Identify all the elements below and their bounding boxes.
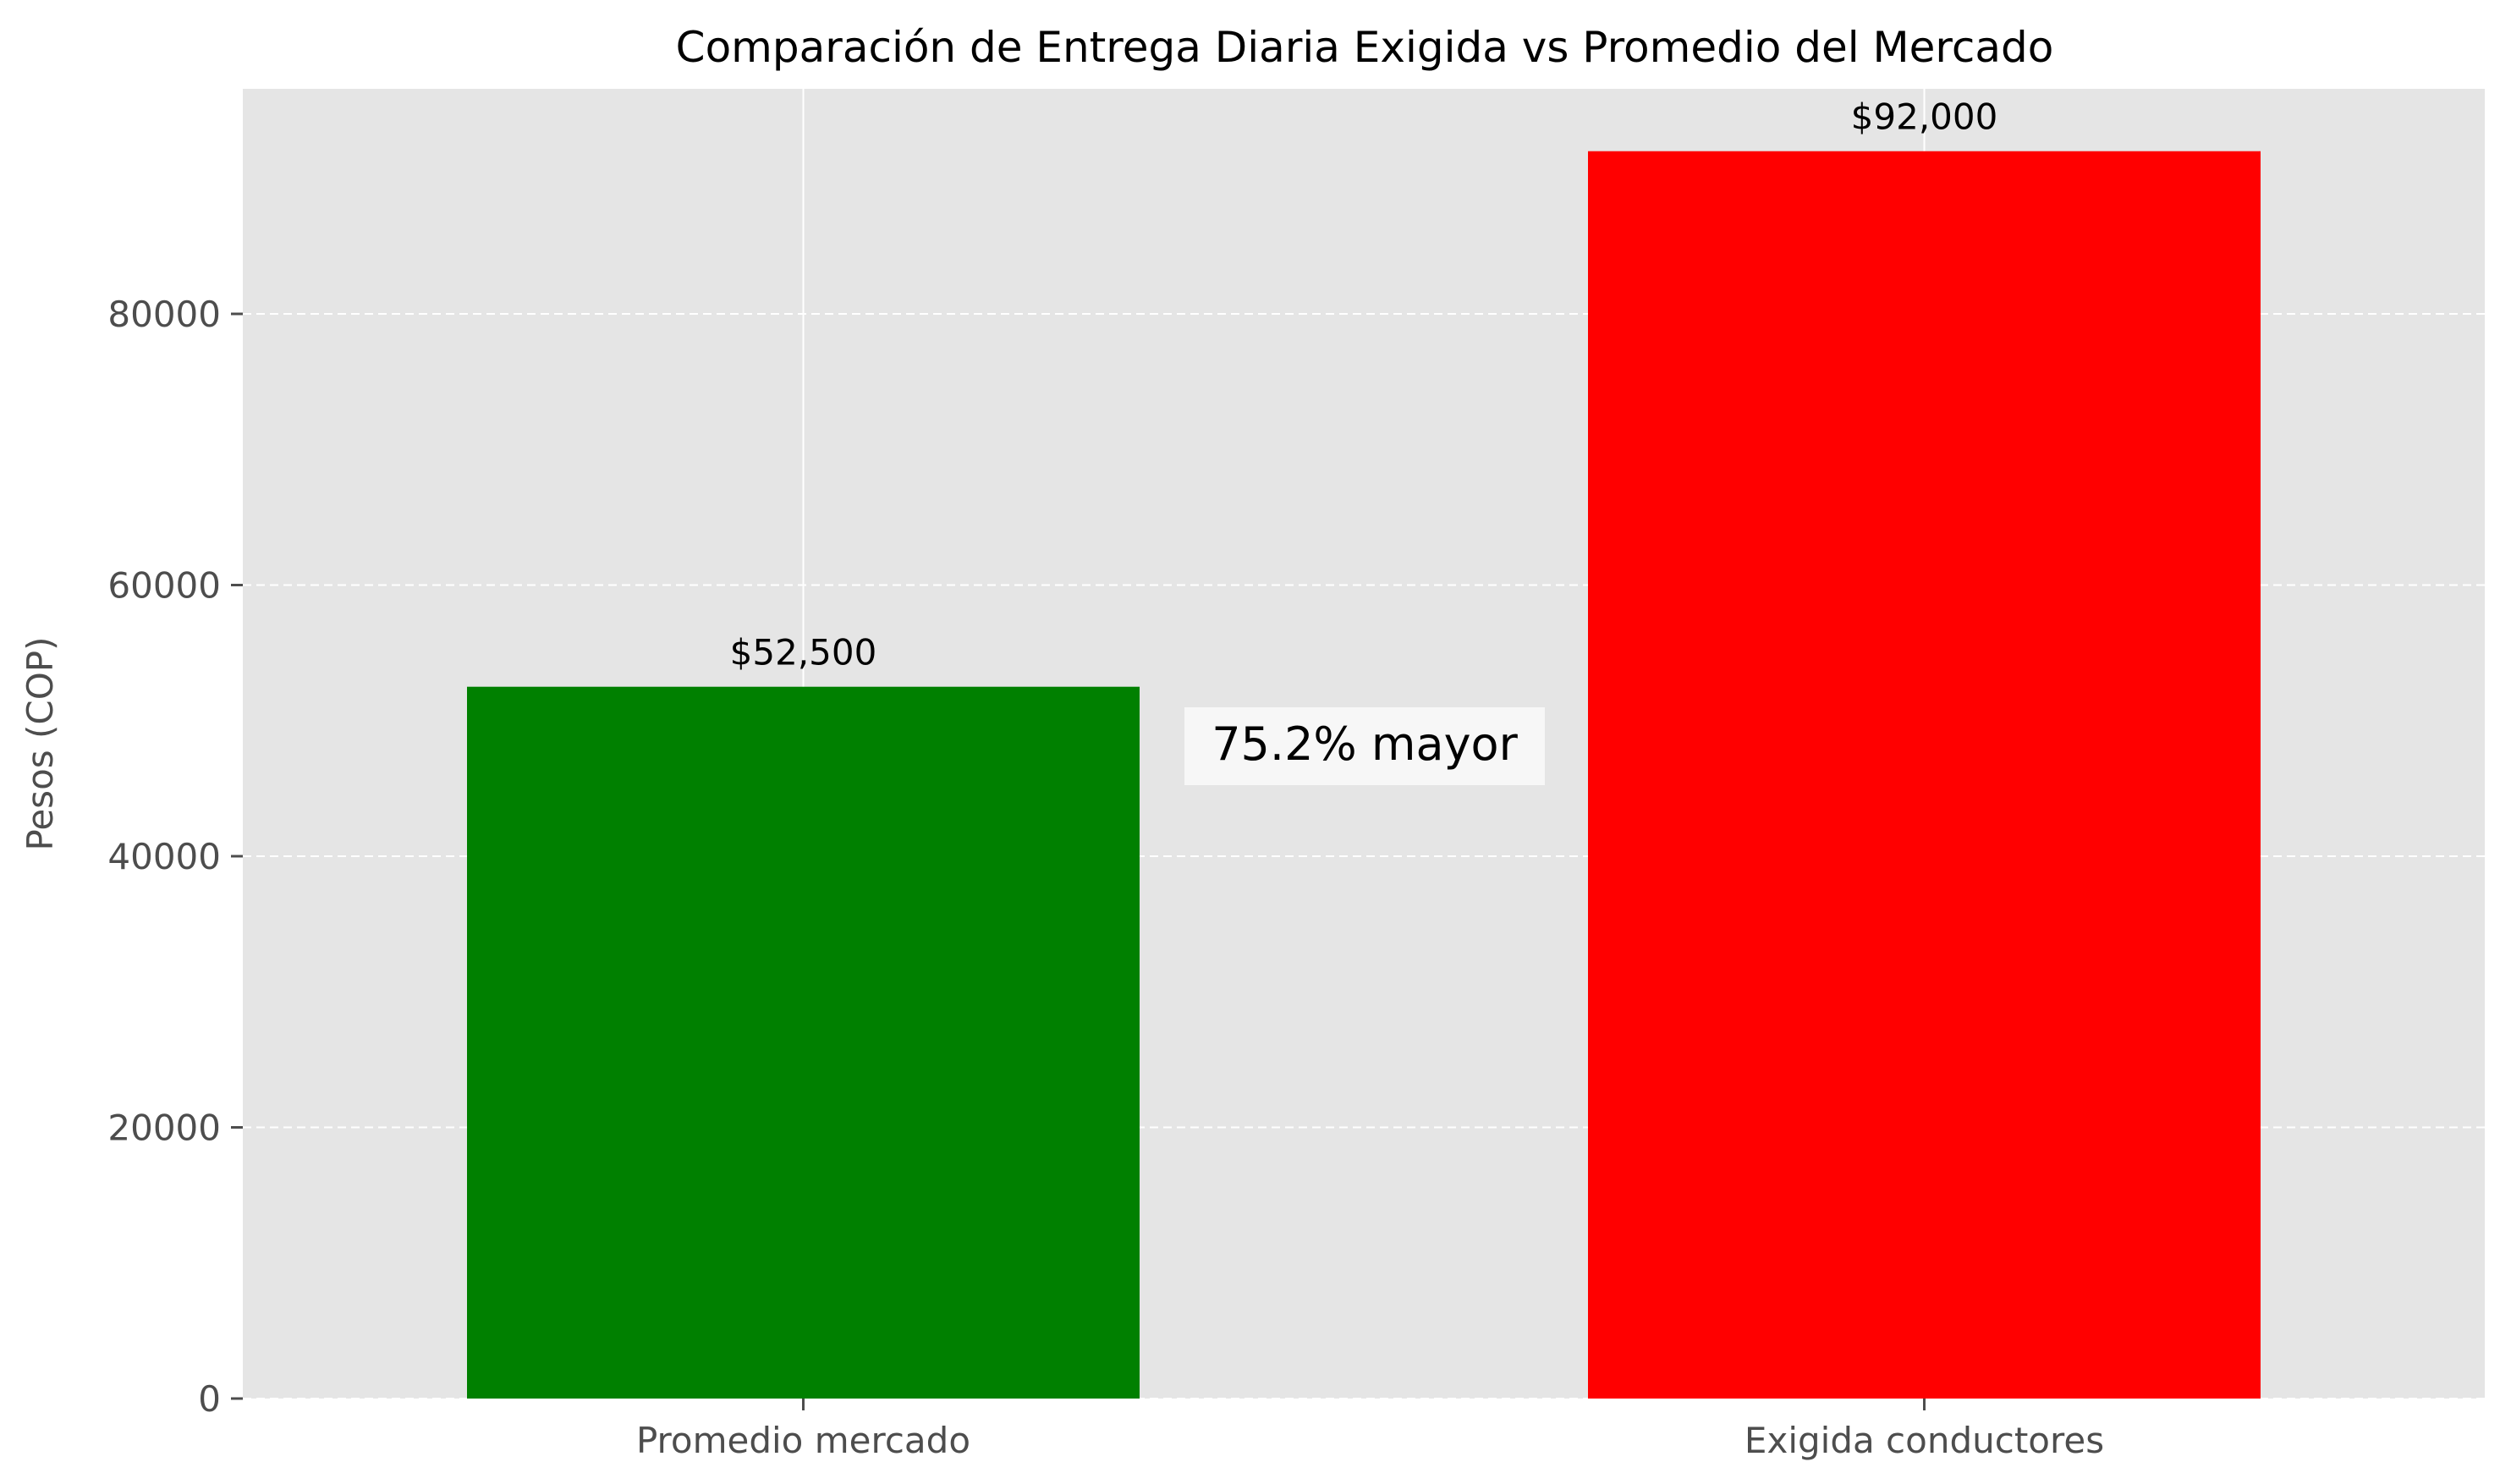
y-tick-label-4: 80000 xyxy=(107,294,221,335)
bar-0 xyxy=(467,686,1140,1399)
x-tick-label-1: Exigida conductores xyxy=(1745,1420,2104,1461)
annotation-text: 75.2% mayor xyxy=(1212,717,1518,771)
y-tick-label-1: 20000 xyxy=(107,1108,221,1149)
y-tick-label-2: 40000 xyxy=(107,836,221,877)
data-label-0: $52,500 xyxy=(730,632,877,673)
bar-1 xyxy=(1588,151,2261,1399)
y-axis-label: Pesos (COP) xyxy=(19,637,61,851)
bars xyxy=(467,151,2261,1399)
x-tick-label-0: Promedio mercado xyxy=(636,1420,970,1461)
y-tick-label-3: 60000 xyxy=(107,565,221,607)
chart-title: Comparación de Entrega Diaria Exigida vs… xyxy=(676,23,2054,72)
data-label-1: $92,000 xyxy=(1851,96,1998,138)
data-labels: $52,500 $92,000 xyxy=(730,96,1998,673)
axis-ticks: 0 20000 40000 60000 80000 Promedio mercado Exi… xyxy=(107,294,2104,1461)
y-tick-label-0: 0 xyxy=(198,1378,221,1420)
annotation-box xyxy=(1184,707,1545,785)
